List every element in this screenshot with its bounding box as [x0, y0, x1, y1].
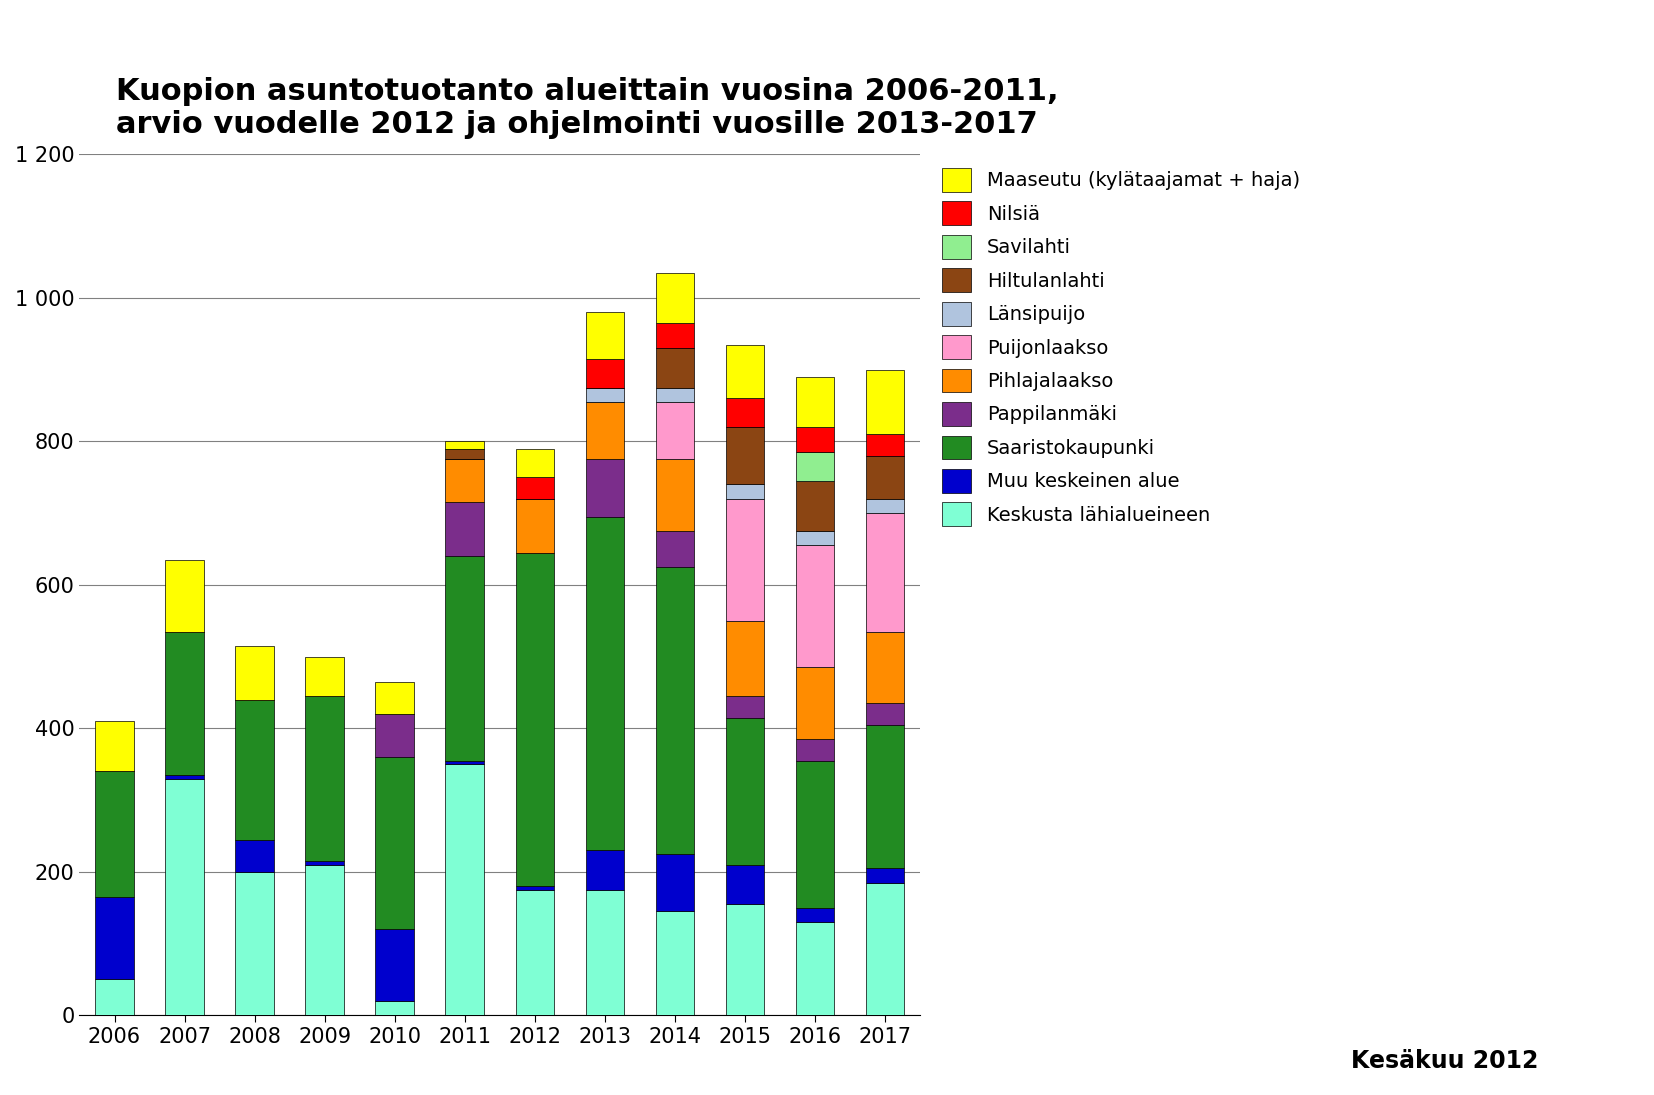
Bar: [516, 449, 554, 477]
Bar: [726, 621, 764, 696]
Bar: [516, 499, 554, 553]
Bar: [655, 388, 695, 402]
Bar: [796, 452, 834, 481]
Bar: [96, 722, 134, 771]
Bar: [235, 872, 275, 1015]
Bar: [726, 499, 764, 621]
Bar: [796, 739, 834, 761]
Bar: [96, 897, 134, 979]
Bar: [726, 399, 764, 427]
Bar: [165, 775, 203, 779]
Bar: [586, 388, 624, 402]
Bar: [655, 402, 695, 459]
Bar: [586, 851, 624, 890]
Bar: [586, 459, 624, 517]
Bar: [235, 840, 275, 872]
Bar: [516, 553, 554, 886]
Bar: [586, 402, 624, 459]
Bar: [165, 632, 203, 775]
Legend: Maaseutu (kylätaajamat + haja), Nilsiä, Savilahti, Hiltulanlahti, Länsipuijo, Pu: Maaseutu (kylätaajamat + haja), Nilsiä, …: [938, 164, 1303, 530]
Bar: [726, 427, 764, 484]
Bar: [586, 359, 624, 388]
Bar: [445, 441, 485, 449]
Text: Kesäkuu 2012: Kesäkuu 2012: [1351, 1049, 1538, 1073]
Bar: [796, 667, 834, 739]
Bar: [445, 556, 485, 761]
Bar: [445, 761, 485, 764]
Bar: [375, 930, 414, 1001]
Bar: [306, 861, 344, 865]
Bar: [865, 868, 905, 883]
Bar: [375, 714, 414, 757]
Bar: [445, 503, 485, 556]
Bar: [726, 904, 764, 1015]
Bar: [655, 531, 695, 567]
Bar: [865, 370, 905, 435]
Bar: [796, 481, 834, 531]
Bar: [306, 657, 344, 696]
Bar: [375, 1001, 414, 1015]
Bar: [655, 567, 695, 854]
Bar: [655, 348, 695, 388]
Bar: [445, 764, 485, 1015]
Bar: [165, 560, 203, 632]
Bar: [586, 890, 624, 1015]
Bar: [375, 757, 414, 930]
Bar: [865, 632, 905, 703]
Bar: [796, 531, 834, 545]
Bar: [655, 911, 695, 1015]
Bar: [865, 456, 905, 499]
Bar: [655, 273, 695, 323]
Bar: [516, 886, 554, 890]
Bar: [726, 717, 764, 865]
Bar: [796, 427, 834, 452]
Bar: [96, 771, 134, 897]
Bar: [165, 779, 203, 1015]
Bar: [865, 725, 905, 868]
Bar: [306, 696, 344, 861]
Bar: [796, 377, 834, 427]
Bar: [796, 922, 834, 1015]
Bar: [655, 854, 695, 911]
Bar: [96, 979, 134, 1015]
Bar: [516, 890, 554, 1015]
Bar: [655, 323, 695, 348]
Bar: [445, 449, 485, 459]
Bar: [235, 700, 275, 840]
Bar: [445, 459, 485, 503]
Bar: [726, 345, 764, 399]
Bar: [726, 865, 764, 904]
Bar: [726, 696, 764, 717]
Bar: [865, 499, 905, 514]
Bar: [375, 682, 414, 714]
Text: Kuopion asuntotuotanto alueittain vuosina 2006-2011,
arvio vuodelle 2012 ja ohje: Kuopion asuntotuotanto alueittain vuosin…: [116, 77, 1059, 139]
Bar: [306, 865, 344, 1015]
Bar: [796, 908, 834, 922]
Bar: [235, 646, 275, 700]
Bar: [796, 761, 834, 908]
Bar: [865, 435, 905, 456]
Bar: [865, 883, 905, 1015]
Bar: [865, 703, 905, 725]
Bar: [796, 545, 834, 667]
Bar: [865, 514, 905, 632]
Bar: [586, 312, 624, 359]
Bar: [726, 484, 764, 499]
Bar: [516, 477, 554, 499]
Bar: [586, 517, 624, 851]
Bar: [655, 459, 695, 531]
